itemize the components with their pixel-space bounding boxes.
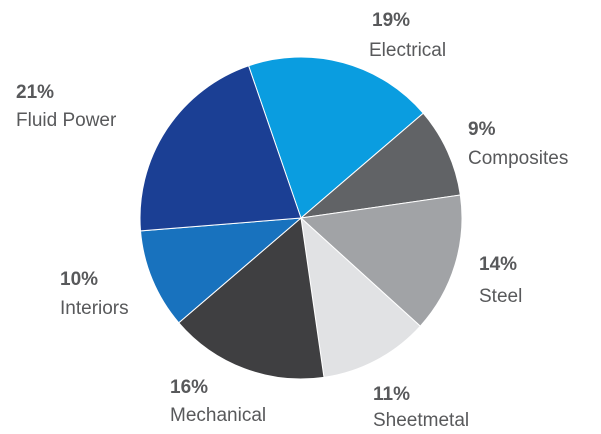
- category-label-steel: Steel: [479, 286, 522, 307]
- category-label-sheetmetal: Sheetmetal: [373, 410, 469, 431]
- label-fluid-power: 21% Fluid Power: [16, 82, 117, 131]
- category-label-composites: Composites: [468, 148, 568, 169]
- percent-label-composites: 9%: [468, 119, 496, 140]
- pie-slice-sheetmetal: [300, 216, 421, 378]
- label-mechanical: 16% Mechanical: [170, 377, 266, 426]
- pie-slices: [139, 56, 463, 380]
- pie-slice-interiors: [139, 217, 303, 324]
- percent-label-sheetmetal: 11%: [373, 384, 410, 405]
- label-electrical: 19% Electrical: [369, 10, 446, 61]
- label-composites: 9% Composites: [468, 119, 568, 169]
- label-steel: 14% Steel: [479, 254, 522, 307]
- pie-slice-composites: [299, 112, 461, 219]
- percent-label-steel: 14%: [479, 254, 517, 275]
- category-label-interiors: Interiors: [60, 298, 129, 319]
- pie-slice-steel: [299, 194, 463, 327]
- pie-slice-electrical: [247, 56, 424, 219]
- percent-label-electrical: 19%: [372, 10, 410, 31]
- category-label-mechanical: Mechanical: [170, 405, 266, 426]
- category-label-fluid-power: Fluid Power: [16, 110, 117, 131]
- pie-slice-mechanical: [178, 217, 325, 380]
- percent-label-fluid-power: 21%: [16, 82, 54, 103]
- category-label-electrical: Electrical: [369, 40, 446, 61]
- percent-label-interiors: 10%: [60, 269, 98, 290]
- label-sheetmetal: 11% Sheetmetal: [373, 384, 469, 431]
- label-interiors: 10% Interiors: [60, 269, 129, 319]
- percent-label-mechanical: 16%: [170, 377, 208, 398]
- pie-slice-fluid-power: [139, 65, 302, 232]
